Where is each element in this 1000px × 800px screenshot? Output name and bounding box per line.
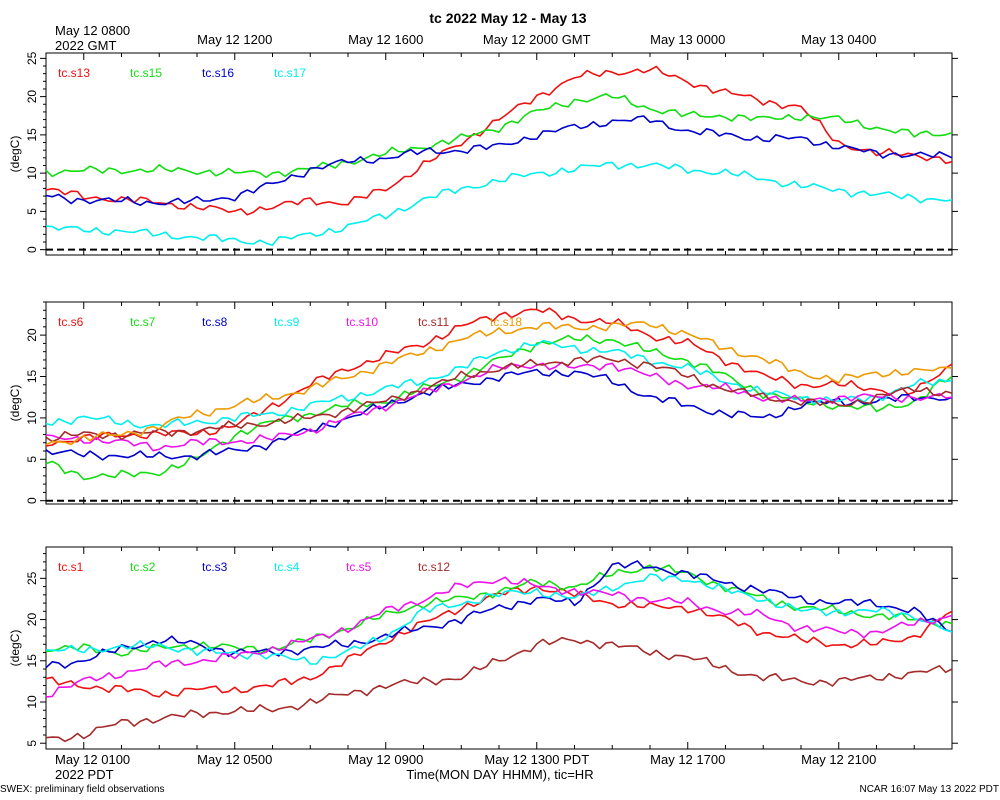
top-axis-start-label-line1: May 12 0800	[55, 23, 130, 38]
y-tick-label: 20	[25, 328, 39, 342]
panel-2: 0 5 10 15 20 (degC) tc.s6 tc.s7 tc.s8 tc.s9 tc.s10…	[8, 301, 958, 505]
series-line-tc-s8	[45, 368, 953, 461]
top-axis-tick-label: May 13 0000	[650, 32, 725, 47]
series-line-tc-s12	[45, 636, 953, 743]
top-axis-tick-label: May 12 1600	[348, 32, 423, 47]
legend-entry-tc-s10: tc.s10	[346, 315, 378, 329]
series-line-tc-s4	[45, 573, 953, 665]
x-axis-label: Time(MON DAY HHMM), tic=HR	[406, 767, 593, 782]
bottom-axis-tick-label: May 12 1300 PDT	[484, 752, 589, 767]
series-line-tc-s16	[45, 115, 953, 206]
bottom-axis-start-label-line1: May 12 0100	[55, 752, 130, 767]
y-tick-label: 5	[25, 740, 39, 747]
legend-entry-tc-s12: tc.s12	[418, 560, 450, 574]
y-tick-label: 5	[25, 208, 39, 215]
legend-entry-tc-s11: tc.s11	[418, 315, 449, 329]
y-tick-label: 10	[25, 695, 39, 709]
legend-entry-tc-s5: tc.s5	[346, 560, 372, 574]
series-line-tc-s9	[45, 339, 953, 429]
legend-entry-tc-s1: tc.s1	[58, 560, 84, 574]
series-line-tc-s7	[45, 334, 953, 481]
bottom-axis-tick-label: May 12 2100	[801, 752, 876, 767]
footer-left: SWEX: preliminary field observations	[0, 784, 165, 795]
legend-entry-tc-s7: tc.s7	[130, 315, 156, 329]
legend-entry-tc-s2: tc.s2	[130, 560, 156, 574]
y-axis-label: (degC)	[8, 385, 22, 422]
legend-entry-tc-s9: tc.s9	[274, 315, 300, 329]
series-line-tc-s10	[45, 361, 953, 452]
plot-frame	[45, 546, 953, 750]
series-line-tc-s15	[45, 93, 953, 179]
footer-right: NCAR 16:07 May 13 2022 PDT	[859, 784, 999, 795]
y-tick-label: 0	[25, 246, 39, 253]
y-tick-label: 5	[25, 456, 39, 463]
top-axis-start-label-line2: 2022 GMT	[55, 38, 116, 53]
y-tick-label: 15	[25, 370, 39, 384]
bottom-axis-tick-label: May 12 0500	[197, 752, 272, 767]
legend-entry-tc-s4: tc.s4	[274, 560, 300, 574]
y-axis-label: (degC)	[8, 136, 22, 173]
y-tick-label: 20	[25, 90, 39, 104]
y-tick-label: 0	[25, 497, 39, 504]
legend-entry-tc-s3: tc.s3	[202, 560, 228, 574]
panel-3: 5 10 15 20 25 (degC) tc.s1 tc.s2 tc.s3 tc.s4 tc.s5…	[8, 546, 958, 750]
y-tick-label: 25	[25, 51, 39, 65]
bottom-axis-start-label-line2: 2022 PDT	[55, 767, 114, 782]
legend-entry-tc-s18: tc.s18	[490, 315, 522, 329]
legend-entry-tc-s17: tc.s17	[274, 66, 306, 80]
plot-frame	[45, 52, 953, 256]
series-line-tc-s5	[45, 576, 953, 698]
top-axis-tick-label: May 12 2000 GMT	[483, 32, 591, 47]
top-axis-tick-label: May 13 0400	[801, 32, 876, 47]
series-line-tc-s3	[45, 560, 953, 669]
legend-entry-tc-s16: tc.s16	[202, 66, 234, 80]
y-tick-label: 15	[25, 654, 39, 668]
series-line-tc-s18	[45, 321, 953, 446]
series-line-tc-s17	[45, 161, 953, 247]
legend-entry-tc-s6: tc.s6	[58, 315, 84, 329]
y-tick-label: 20	[25, 613, 39, 627]
y-axis-label: (degC)	[8, 630, 22, 667]
y-tick-label: 10	[25, 411, 39, 425]
panel-1: 0 5 10 15 20 25 (degC) tc.s13 tc.s15 tc.s16 tc.s17	[8, 51, 958, 256]
y-tick-label: 15	[25, 128, 39, 142]
legend-entry-tc-s13: tc.s13	[58, 66, 90, 80]
series-line-tc-s11	[45, 355, 953, 443]
bottom-axis-tick-label: May 12 1700	[650, 752, 725, 767]
bottom-axis-tick-label: May 12 0900	[348, 752, 423, 767]
series-line-tc-s2	[45, 564, 953, 657]
top-axis-tick-label: May 12 1200	[197, 32, 272, 47]
legend-entry-tc-s8: tc.s8	[202, 315, 228, 329]
series-line-tc-s1	[45, 585, 953, 698]
legend-entry-tc-s15: tc.s15	[130, 66, 162, 80]
chart-title: tc 2022 May 12 - May 13	[429, 10, 586, 26]
series-line-tc-s6	[45, 307, 953, 447]
series-line-tc-s13	[45, 65, 953, 216]
y-tick-label: 25	[25, 571, 39, 585]
y-tick-label: 10	[25, 166, 39, 180]
